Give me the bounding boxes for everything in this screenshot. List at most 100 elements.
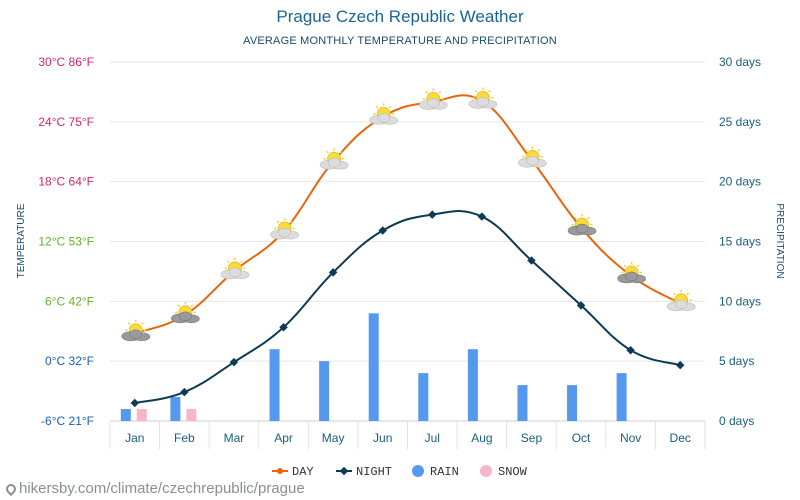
x-tick-label: Aug [471,431,492,445]
legend-item-night: NIGHT [336,465,392,479]
precipitation-bars [120,313,627,421]
rain-bar [467,349,478,421]
rain-bar [170,397,181,421]
sun-ray [276,220,280,224]
partly-cloudy-icon [319,148,349,170]
cloud-part [426,98,440,108]
x-tick-label: Jul [425,431,440,445]
sun-ray [227,260,230,264]
sun-ray [636,264,640,268]
sun-ray [587,216,590,220]
legend-label: NIGHT [356,465,392,479]
rain-bar [120,409,131,421]
partly-cloudy-icon [171,301,200,324]
sun-ray [240,260,243,264]
partly-cloudy-icon [617,261,646,284]
cloud-part [228,267,242,278]
x-tick-label: Jun [373,431,392,445]
chart-title: Prague Czech Republic Weather [276,7,524,26]
snow-bar [186,409,197,421]
y-right-tick-label: 30 days [719,55,761,69]
y-left-axis-title: TEMPERATURE [16,203,27,278]
sun-ray [388,105,392,109]
temperature-lines [130,94,685,408]
grid-lines [109,61,706,449]
x-tick-label: Mar [224,431,245,445]
x-tick-label: Apr [274,431,293,445]
sun-ray [537,148,541,152]
legend-snow-swatch [480,465,492,477]
night-temperature-line [134,210,681,405]
night-point [229,357,239,367]
night-point [477,212,487,221]
night-point [527,256,536,265]
sun-ray [623,264,627,268]
legend-night-marker [339,466,349,476]
sun-ray [438,90,442,94]
night-point [675,360,685,370]
legend-item-day: DAY [272,465,314,479]
y-left-tick-label: 6°C 42°F [45,294,94,308]
cloud-part [575,223,589,234]
y-left-tick-label: -6°C 21°F [41,414,94,428]
cloud-part [179,311,192,322]
x-tick-label: Dec [670,431,691,445]
y-right-tick-label: 15 days [719,235,761,249]
cloud-part [278,227,291,238]
legend-label: SNOW [498,465,528,479]
y-right-axis-title: PRECIPITATION [774,203,785,278]
x-tick-label: Feb [174,431,195,445]
y-left-tick-label: 18°C 64°F [38,175,94,189]
sun-ray [375,105,379,109]
legend-label: RAIN [430,465,459,479]
night-point [180,387,189,397]
y-right-tick-label: 5 days [719,354,754,368]
rain-bar [269,349,280,421]
cloud-part [526,155,539,166]
sun-ray [339,150,343,154]
night-point [130,398,140,408]
sun-ray [488,89,491,93]
sun-ray [673,292,677,296]
sun-ray [289,220,293,224]
partly-cloudy-icon [518,146,547,168]
rain-bar [418,373,429,421]
night-point [626,345,635,355]
night-point [279,323,288,332]
partly-cloudy-icon [567,214,597,236]
partly-cloudy-icon [468,87,498,109]
chart-legend: DAY NIGHT RAIN SNOW [272,465,528,479]
sun-ray [127,322,131,326]
x-tick-label: May [322,431,345,445]
axis-labels: 30°C 86°F 24°C 75°F 18°C 64°F 12°C 53°F 6°C … [16,55,785,445]
partly-cloudy-icon [666,289,696,312]
sun-ray [326,150,329,154]
site-watermark[interactable]: hikersby.com/climate/czechrepublic/pragu… [3,480,305,497]
partly-cloudy-icon [270,218,299,240]
cloud-part [377,113,391,123]
rain-bar [517,385,528,421]
cloud-part [674,299,688,310]
night-point [576,301,586,310]
y-right-tick-label: 10 days [719,294,761,308]
day-temperature-line [134,94,681,335]
sun-ray [474,89,478,93]
cloud-part [129,329,143,340]
partly-cloudy-icon [220,257,250,280]
snow-bar [136,409,147,421]
y-right-tick-label: 25 days [719,115,761,129]
night-point [328,268,338,277]
sun-ray [190,304,194,308]
legend-day-marker [277,468,283,474]
sun-ray [524,148,528,152]
legend-item-snow: SNOW [480,465,528,479]
y-right-tick-label: 20 days [719,175,761,189]
legend-label: DAY [292,465,314,479]
sun-ray [425,90,429,94]
night-point [378,226,387,235]
watermark-text: hikersby.com/climate/czechrepublic/pragu… [19,480,305,497]
sun-ray [177,304,181,308]
x-tick-label: Jan [125,431,144,445]
night-point [428,210,437,219]
